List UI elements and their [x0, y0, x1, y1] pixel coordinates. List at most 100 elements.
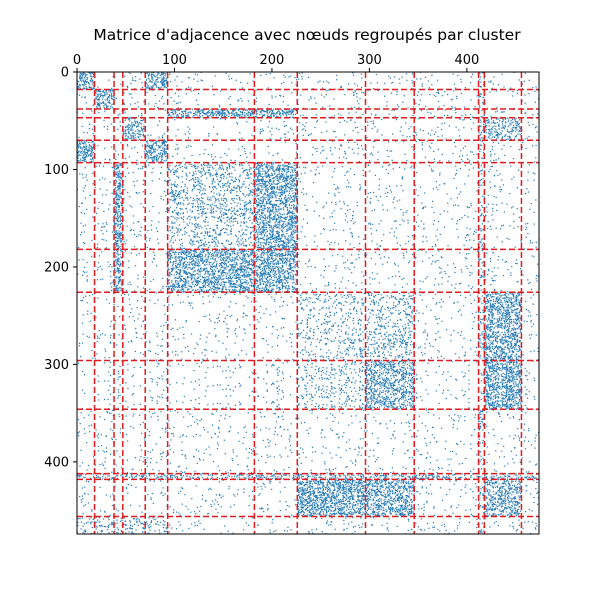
adjacency-point	[235, 195, 237, 197]
adjacency-point	[119, 163, 121, 165]
adjacency-point	[198, 227, 200, 229]
adjacency-point	[180, 216, 182, 219]
adjacency-point	[222, 110, 224, 112]
adjacency-point	[273, 162, 275, 164]
adjacency-point	[145, 160, 148, 162]
adjacency-point	[139, 133, 141, 136]
adjacency-point	[166, 145, 168, 147]
adjacency-point	[148, 149, 150, 152]
adjacency-point	[139, 138, 141, 140]
adjacency-point	[257, 189, 259, 191]
adjacency-point	[268, 223, 270, 226]
adjacency-point	[230, 216, 232, 218]
adjacency-point	[488, 122, 490, 124]
adjacency-point	[486, 206, 488, 208]
adjacency-point	[201, 213, 203, 215]
adjacency-point	[248, 112, 250, 114]
adjacency-point	[290, 201, 292, 203]
adjacency-point	[238, 231, 241, 233]
adjacency-point	[223, 177, 225, 180]
adjacency-point	[268, 207, 270, 209]
adjacency-point	[262, 230, 264, 232]
adjacency-point	[208, 164, 210, 166]
adjacency-point	[309, 134, 311, 136]
adjacency-point	[525, 236, 527, 238]
adjacency-point	[89, 194, 91, 197]
adjacency-point	[232, 109, 235, 111]
adjacency-point	[270, 183, 272, 185]
adjacency-point	[193, 236, 195, 238]
adjacency-point	[269, 177, 271, 179]
adjacency-point	[126, 167, 129, 169]
adjacency-point	[111, 146, 113, 148]
adjacency-point	[295, 185, 298, 187]
adjacency-point	[489, 181, 491, 183]
adjacency-point	[261, 191, 263, 193]
adjacency-point	[152, 148, 154, 150]
adjacency-point	[261, 234, 263, 236]
adjacency-point	[437, 100, 439, 103]
adjacency-point	[97, 99, 99, 101]
adjacency-point	[147, 84, 149, 87]
adjacency-point	[282, 101, 284, 103]
adjacency-point	[282, 169, 284, 171]
adjacency-point	[273, 186, 275, 188]
adjacency-point	[496, 138, 498, 140]
adjacency-point	[287, 190, 289, 192]
adjacency-point	[191, 210, 194, 212]
adjacency-point	[289, 138, 291, 140]
adjacency-point	[483, 114, 485, 116]
adjacency-point	[281, 226, 283, 229]
adjacency-point	[205, 212, 207, 214]
adjacency-point	[496, 131, 498, 133]
adjacency-point	[131, 127, 133, 129]
adjacency-point	[273, 215, 275, 217]
adjacency-point	[177, 107, 179, 109]
adjacency-point	[286, 165, 288, 167]
adjacency-point	[268, 176, 270, 178]
adjacency-point	[238, 189, 240, 191]
adjacency-point	[113, 168, 116, 170]
adjacency-point	[160, 81, 162, 83]
adjacency-point	[504, 154, 506, 156]
adjacency-point	[535, 157, 537, 159]
adjacency-point	[231, 198, 233, 200]
adjacency-point	[84, 78, 86, 80]
adjacency-point	[117, 235, 119, 237]
adjacency-point	[325, 202, 328, 204]
adjacency-point	[258, 180, 260, 182]
adjacency-point	[256, 217, 258, 220]
adjacency-point	[118, 195, 120, 197]
adjacency-point	[265, 111, 267, 113]
adjacency-point	[147, 158, 149, 160]
adjacency-point	[230, 232, 232, 234]
adjacency-point	[371, 210, 373, 212]
adjacency-point	[322, 81, 325, 83]
adjacency-point	[228, 97, 230, 100]
adjacency-point	[338, 148, 340, 150]
adjacency-point	[323, 149, 325, 151]
adjacency-point	[297, 78, 300, 80]
adjacency-point	[419, 129, 422, 131]
adjacency-point	[92, 88, 94, 90]
adjacency-point	[271, 231, 273, 233]
adjacency-point	[221, 214, 223, 216]
adjacency-point	[145, 140, 147, 142]
adjacency-point	[114, 187, 117, 189]
adjacency-point	[491, 148, 493, 151]
adjacency-point	[77, 147, 80, 149]
adjacency-point	[146, 86, 149, 88]
adjacency-point	[239, 174, 241, 176]
adjacency-point	[197, 183, 199, 185]
adjacency-point	[154, 105, 156, 107]
adjacency-point	[127, 118, 130, 120]
adjacency-point	[503, 211, 505, 213]
adjacency-point	[181, 110, 183, 113]
adjacency-point	[292, 174, 294, 177]
adjacency-point	[121, 164, 123, 167]
adjacency-point	[236, 113, 238, 115]
adjacency-point	[223, 115, 225, 117]
adjacency-point	[281, 164, 284, 166]
adjacency-point	[507, 126, 509, 128]
adjacency-point	[224, 213, 226, 216]
